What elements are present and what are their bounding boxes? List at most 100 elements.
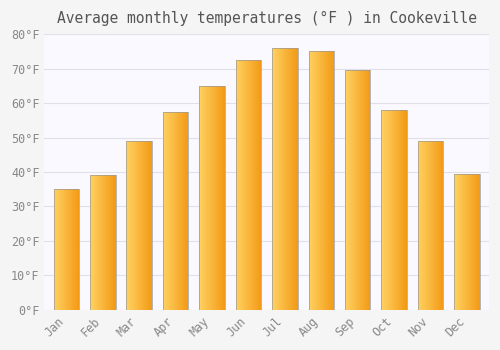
Bar	[249, 60, 250, 310]
Bar	[316, 51, 317, 310]
Bar	[166, 112, 167, 310]
Bar	[474, 174, 475, 310]
Bar	[424, 141, 425, 310]
Bar	[168, 112, 169, 310]
Bar	[206, 86, 207, 310]
Bar	[200, 86, 225, 310]
Bar	[110, 175, 111, 310]
Bar	[442, 141, 443, 310]
Bar	[101, 175, 102, 310]
Bar	[422, 141, 423, 310]
Bar	[313, 51, 314, 310]
Bar	[325, 51, 326, 310]
Bar	[98, 175, 99, 310]
Bar	[75, 189, 76, 310]
Bar	[207, 86, 208, 310]
Bar	[355, 70, 356, 310]
Bar	[180, 112, 181, 310]
Bar	[72, 189, 73, 310]
Bar	[201, 86, 202, 310]
Bar	[389, 110, 390, 310]
Bar	[319, 51, 320, 310]
Bar	[212, 86, 213, 310]
Bar	[170, 112, 171, 310]
Bar	[169, 112, 170, 310]
Bar	[177, 112, 178, 310]
Bar	[133, 141, 134, 310]
Bar	[349, 70, 350, 310]
Bar	[90, 175, 116, 310]
Bar	[274, 48, 275, 310]
Bar	[406, 110, 407, 310]
Bar	[390, 110, 391, 310]
Bar	[290, 48, 291, 310]
Bar	[326, 51, 327, 310]
Bar	[55, 189, 56, 310]
Bar	[285, 48, 286, 310]
Bar	[382, 110, 407, 310]
Bar	[163, 112, 164, 310]
Bar	[478, 174, 479, 310]
Bar	[354, 70, 355, 310]
Bar	[113, 175, 114, 310]
Bar	[458, 174, 459, 310]
Bar	[130, 141, 131, 310]
Bar	[457, 174, 458, 310]
Bar	[258, 60, 259, 310]
Bar	[288, 48, 289, 310]
Bar	[103, 175, 104, 310]
Bar	[280, 48, 281, 310]
Bar	[289, 48, 290, 310]
Bar	[222, 86, 224, 310]
Bar	[181, 112, 182, 310]
Bar	[454, 174, 455, 310]
Bar	[252, 60, 253, 310]
Bar	[401, 110, 402, 310]
Bar	[272, 48, 297, 310]
Bar	[277, 48, 278, 310]
Bar	[73, 189, 74, 310]
Bar	[291, 48, 292, 310]
Bar	[472, 174, 473, 310]
Bar	[63, 189, 64, 310]
Bar	[209, 86, 210, 310]
Bar	[173, 112, 174, 310]
Bar	[134, 141, 135, 310]
Bar	[295, 48, 296, 310]
Bar	[220, 86, 221, 310]
Bar	[471, 174, 472, 310]
Bar	[437, 141, 438, 310]
Bar	[150, 141, 151, 310]
Bar	[273, 48, 274, 310]
Bar	[331, 51, 332, 310]
Bar	[240, 60, 241, 310]
Bar	[90, 175, 91, 310]
Bar	[215, 86, 216, 310]
Bar	[256, 60, 257, 310]
Bar	[238, 60, 239, 310]
Bar	[360, 70, 361, 310]
Bar	[139, 141, 140, 310]
Bar	[435, 141, 436, 310]
Bar	[175, 112, 176, 310]
Bar	[468, 174, 469, 310]
Bar	[392, 110, 393, 310]
Bar	[183, 112, 184, 310]
Bar	[144, 141, 145, 310]
Bar	[140, 141, 141, 310]
Bar	[460, 174, 461, 310]
Bar	[109, 175, 110, 310]
Bar	[439, 141, 440, 310]
Bar	[310, 51, 311, 310]
Bar	[111, 175, 112, 310]
Bar	[440, 141, 441, 310]
Bar	[433, 141, 434, 310]
Bar	[58, 189, 59, 310]
Bar	[224, 86, 225, 310]
Bar	[476, 174, 477, 310]
Bar	[356, 70, 357, 310]
Bar	[284, 48, 285, 310]
Bar	[257, 60, 258, 310]
Bar	[286, 48, 287, 310]
Bar	[213, 86, 214, 310]
